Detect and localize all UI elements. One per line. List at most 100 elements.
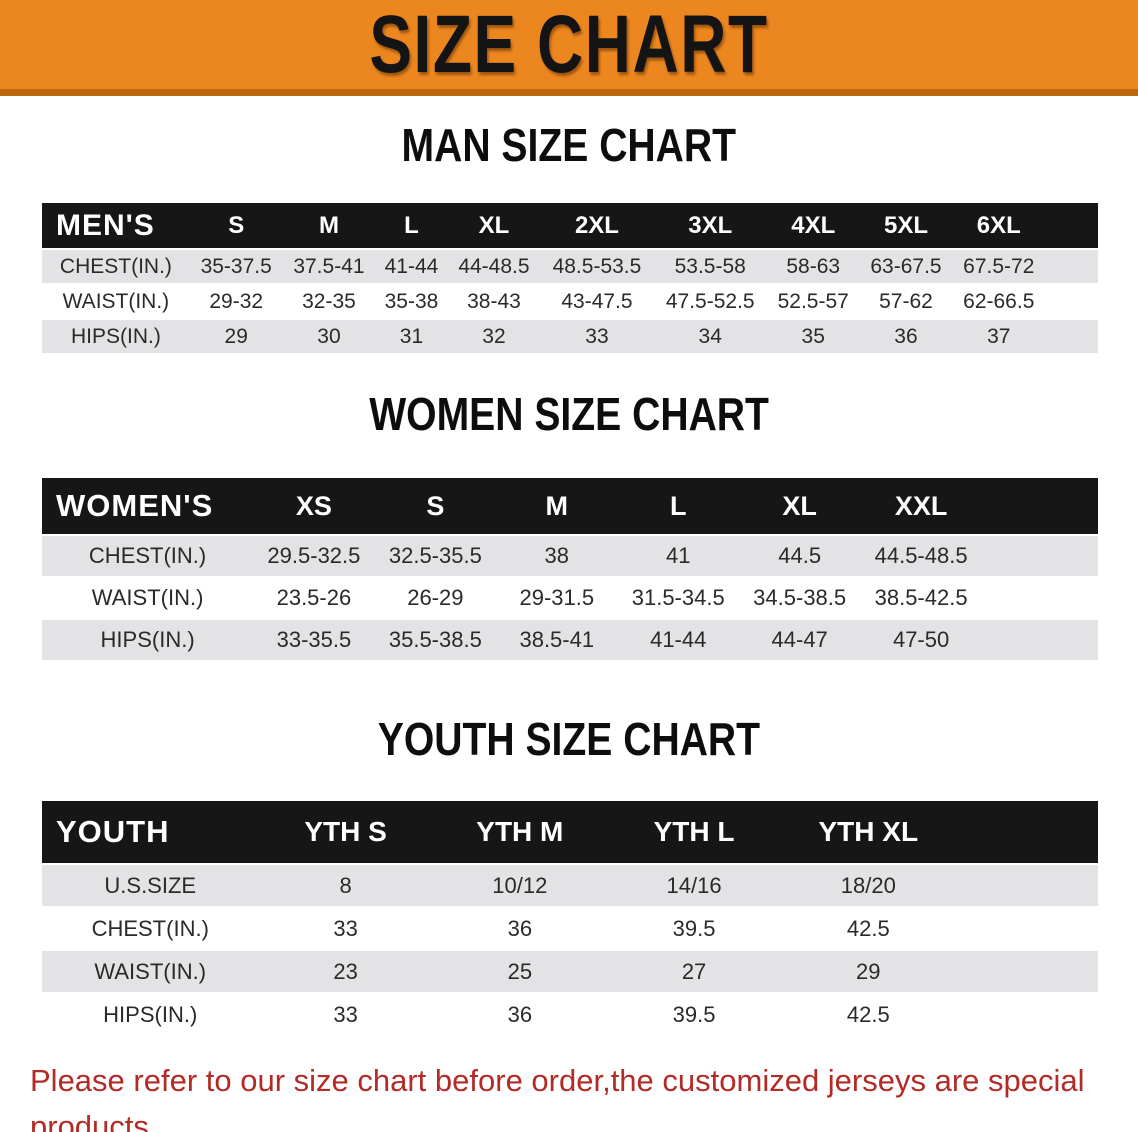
size-cell: 29.5-32.5 [253,536,375,576]
size-cell: 23.5-26 [253,578,375,618]
men-chest-row: CHEST(IN.) 35-37.5 37.5-41 41-44 44-48.5… [42,250,1098,283]
size-cell: 48.5-53.5 [540,250,654,283]
spacer-cell [955,865,1098,906]
youth-corner-label: YOUTH [42,801,259,863]
size-cell: 33-35.5 [253,620,375,660]
spacer-cell [1045,203,1098,248]
size-cell: 38.5-42.5 [860,578,982,618]
row-label: HIPS(IN.) [42,994,259,1035]
youth-waist-row: WAIST(IN.) 23 25 27 29 [42,951,1098,992]
disclaimer: Please refer to our size chart before or… [30,1058,1114,1132]
size-cell: 41 [617,536,739,576]
row-label: CHEST(IN.) [42,908,259,949]
size-cell: 34 [653,320,767,353]
size-cell: 44.5 [738,536,861,576]
size-cell: 31.5-34.5 [617,578,739,618]
size-cell: 38 [496,536,618,576]
size-cell: 36 [432,994,607,1035]
youth-section-heading: YOUTH SIZE CHART [0,713,1138,777]
size-cell: 43-47.5 [540,285,654,318]
size-cell: 33 [540,320,654,353]
spacer-cell [981,620,1098,660]
man-heading-text: MAN SIZE CHART [401,119,737,171]
youth-column-header: YTH L [606,801,782,863]
row-label: U.S.SIZE [42,865,259,906]
size-cell: 44-48.5 [447,250,541,283]
size-cell: 44-47 [738,620,861,660]
women-corner-label: WOMEN'S [42,478,254,534]
spacer-cell [1045,250,1098,283]
spacer-cell [1045,285,1098,318]
size-cell: 62-66.5 [952,285,1046,318]
size-cell: 35-37.5 [189,250,283,283]
youth-column-header: YTH M [432,801,607,863]
size-cell: 31 [375,320,448,353]
row-label: WAIST(IN.) [42,578,254,618]
row-label: CHEST(IN.) [42,250,190,283]
banner: SIZE CHART [0,0,1138,96]
size-cell: 36 [432,908,607,949]
spacer-cell [955,908,1098,949]
size-cell: 38-43 [447,285,541,318]
size-cell: 47-50 [860,620,982,660]
row-label: CHEST(IN.) [42,536,254,576]
youth-heading-text: YOUTH SIZE CHART [377,713,761,765]
size-cell: 25 [432,951,607,992]
size-cell: 67.5-72 [952,250,1046,283]
size-cell: 35-38 [375,285,448,318]
size-cell: 57-62 [859,285,953,318]
women-column-header: XS [253,478,375,534]
spacer-cell [955,951,1098,992]
banner-title: SIZE CHART [369,0,769,90]
size-cell: 53.5-58 [653,250,767,283]
men-column-header: 2XL [540,203,654,248]
size-cell: 30 [282,320,376,353]
size-cell: 41-44 [375,250,448,283]
size-cell: 27 [606,951,782,992]
size-cell: 14/16 [606,865,782,906]
size-cell: 35 [766,320,860,353]
youth-size-table: YOUTH YTH S YTH M YTH L YTH XL U.S.SIZE … [42,799,1098,1037]
women-column-header: XXL [860,478,982,534]
size-cell: 29 [189,320,283,353]
women-column-header: XL [738,478,861,534]
size-cell: 41-44 [617,620,739,660]
spacer-cell [981,578,1098,618]
women-heading-text: WOMEN SIZE CHART [369,388,769,440]
youth-header-row: YOUTH YTH S YTH M YTH L YTH XL [42,801,1098,863]
women-waist-row: WAIST(IN.) 23.5-26 26-29 29-31.5 31.5-34… [42,578,1098,618]
spacer-cell [1045,320,1098,353]
men-column-header: M [282,203,376,248]
youth-hips-row: HIPS(IN.) 33 36 39.5 42.5 [42,994,1098,1035]
size-cell: 37 [952,320,1046,353]
spacer-cell [981,478,1098,534]
size-cell: 32 [447,320,541,353]
size-cell: 36 [859,320,953,353]
size-cell: 47.5-52.5 [653,285,767,318]
youth-column-header: YTH XL [781,801,956,863]
men-hips-row: HIPS(IN.) 29 30 31 32 33 34 35 36 37 [42,320,1098,353]
size-cell: 52.5-57 [766,285,860,318]
size-cell: 44.5-48.5 [860,536,982,576]
women-column-header: L [617,478,739,534]
men-header-row: MEN'S S M L XL 2XL 3XL 4XL 5XL 6XL [42,203,1098,248]
size-cell: 18/20 [781,865,956,906]
size-cell: 10/12 [432,865,607,906]
spacer-cell [955,801,1098,863]
men-column-header: 5XL [859,203,953,248]
row-label: WAIST(IN.) [42,951,259,992]
size-cell: 42.5 [781,908,956,949]
size-cell: 29-31.5 [496,578,618,618]
size-cell: 39.5 [606,908,782,949]
size-cell: 63-67.5 [859,250,953,283]
size-cell: 32-35 [282,285,376,318]
size-cell: 8 [258,865,433,906]
man-section-heading: MAN SIZE CHART [0,119,1138,183]
size-cell: 33 [258,908,433,949]
women-header-row: WOMEN'S XS S M L XL XXL [42,478,1098,534]
men-size-table: MEN'S S M L XL 2XL 3XL 4XL 5XL 6XL CHEST… [42,201,1098,355]
women-column-header: S [374,478,497,534]
size-cell: 42.5 [781,994,956,1035]
youth-column-header: YTH S [258,801,433,863]
women-hips-row: HIPS(IN.) 33-35.5 35.5-38.5 38.5-41 41-4… [42,620,1098,660]
